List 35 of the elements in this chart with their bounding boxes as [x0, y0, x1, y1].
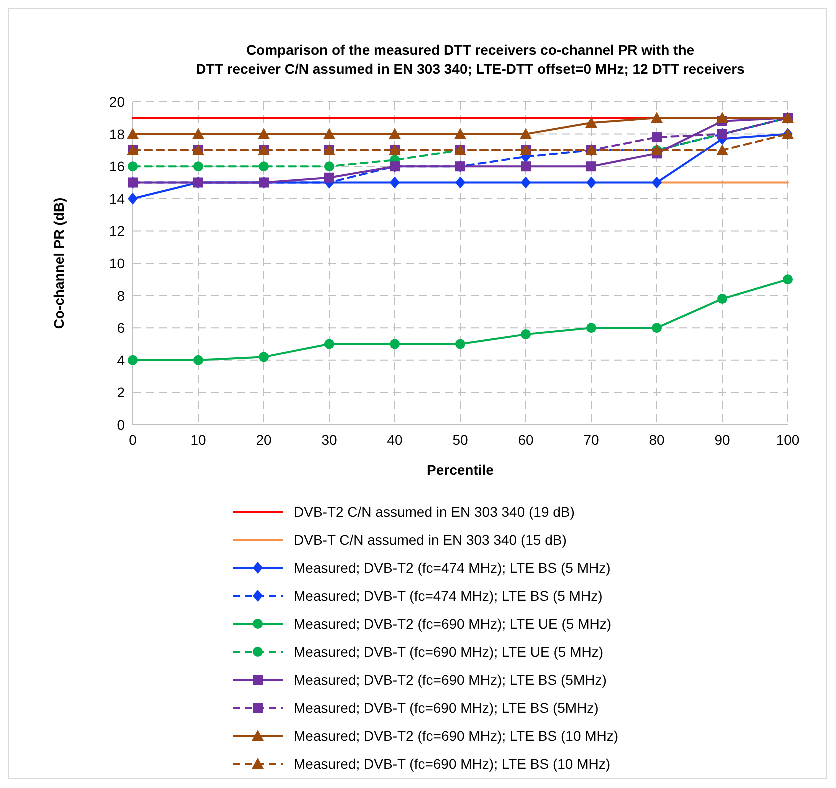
legend-label: DVB-T2 C/N assumed in EN 303 340 (19 dB) — [294, 504, 575, 520]
y-tick-label: 16 — [109, 158, 126, 175]
legend-label: Measured; DVB-T (fc=690 MHz); LTE BS (5MHz) — [294, 700, 599, 716]
x-tick-label: 10 — [190, 432, 206, 448]
y-tick-label: 2 — [117, 384, 126, 401]
x-tick-label: 50 — [452, 432, 468, 448]
x-tick-label: 80 — [649, 432, 665, 448]
y-tick-label: 0 — [117, 417, 126, 433]
y-tick-label: 10 — [109, 256, 126, 272]
y-tick-label: 8 — [117, 288, 126, 304]
x-tick-label: 0 — [129, 432, 138, 448]
x-axis-title: Percentile — [427, 462, 494, 478]
y-tick-label: 6 — [117, 320, 126, 336]
legend-label: Measured; DVB-T (fc=690 MHz); LTE UE (5 MHz) — [294, 644, 604, 660]
legend-label: Measured; DVB-T2 (fc=690 MHz); LTE UE (5 MHz) — [294, 616, 612, 632]
x-tick-label: 20 — [256, 432, 272, 448]
chart-title: Comparison of the measured DTT receivers co-channel PR with the DTT receiver C/N assumed in EN 303 340; LTE-DTT offset=0 MHz; 12 DTT receivers — [196, 42, 746, 77]
x-tick-label: 70 — [584, 432, 600, 448]
legend-label: DVB-T C/N assumed in EN 303 340 (15 dB) — [294, 532, 567, 548]
x-tick-label: 30 — [322, 432, 338, 448]
x-tick-label: 90 — [714, 432, 730, 448]
y-tick-label: 4 — [117, 352, 126, 368]
x-tick-label: 60 — [518, 432, 534, 448]
y-tick-label: 18 — [109, 126, 126, 142]
y-axis-title: Co-channel PR (dB) — [51, 198, 67, 330]
legend-label: Measured; DVB-T2 (fc=474 MHz); LTE BS (5 MHz) — [294, 560, 611, 576]
y-tick-label: 20 — [109, 94, 126, 110]
legend-label: Measured; DVB-T2 (fc=690 MHz); LTE BS (10 MHz) — [294, 728, 619, 744]
legend-label: Measured; DVB-T2 (fc=690 MHz); LTE BS (5MHz) — [294, 672, 607, 688]
x-tick-label: 40 — [387, 432, 403, 448]
legend-label: Measured; DVB-T (fc=474 MHz); LTE BS (5 MHz) — [294, 588, 603, 604]
x-tick-label: 100 — [776, 432, 800, 448]
y-tick-label: 12 — [109, 223, 126, 240]
y-tick-label: 14 — [109, 190, 126, 207]
legend-label: Measured; DVB-T (fc=690 MHz); LTE BS (10 MHz) — [294, 756, 611, 772]
